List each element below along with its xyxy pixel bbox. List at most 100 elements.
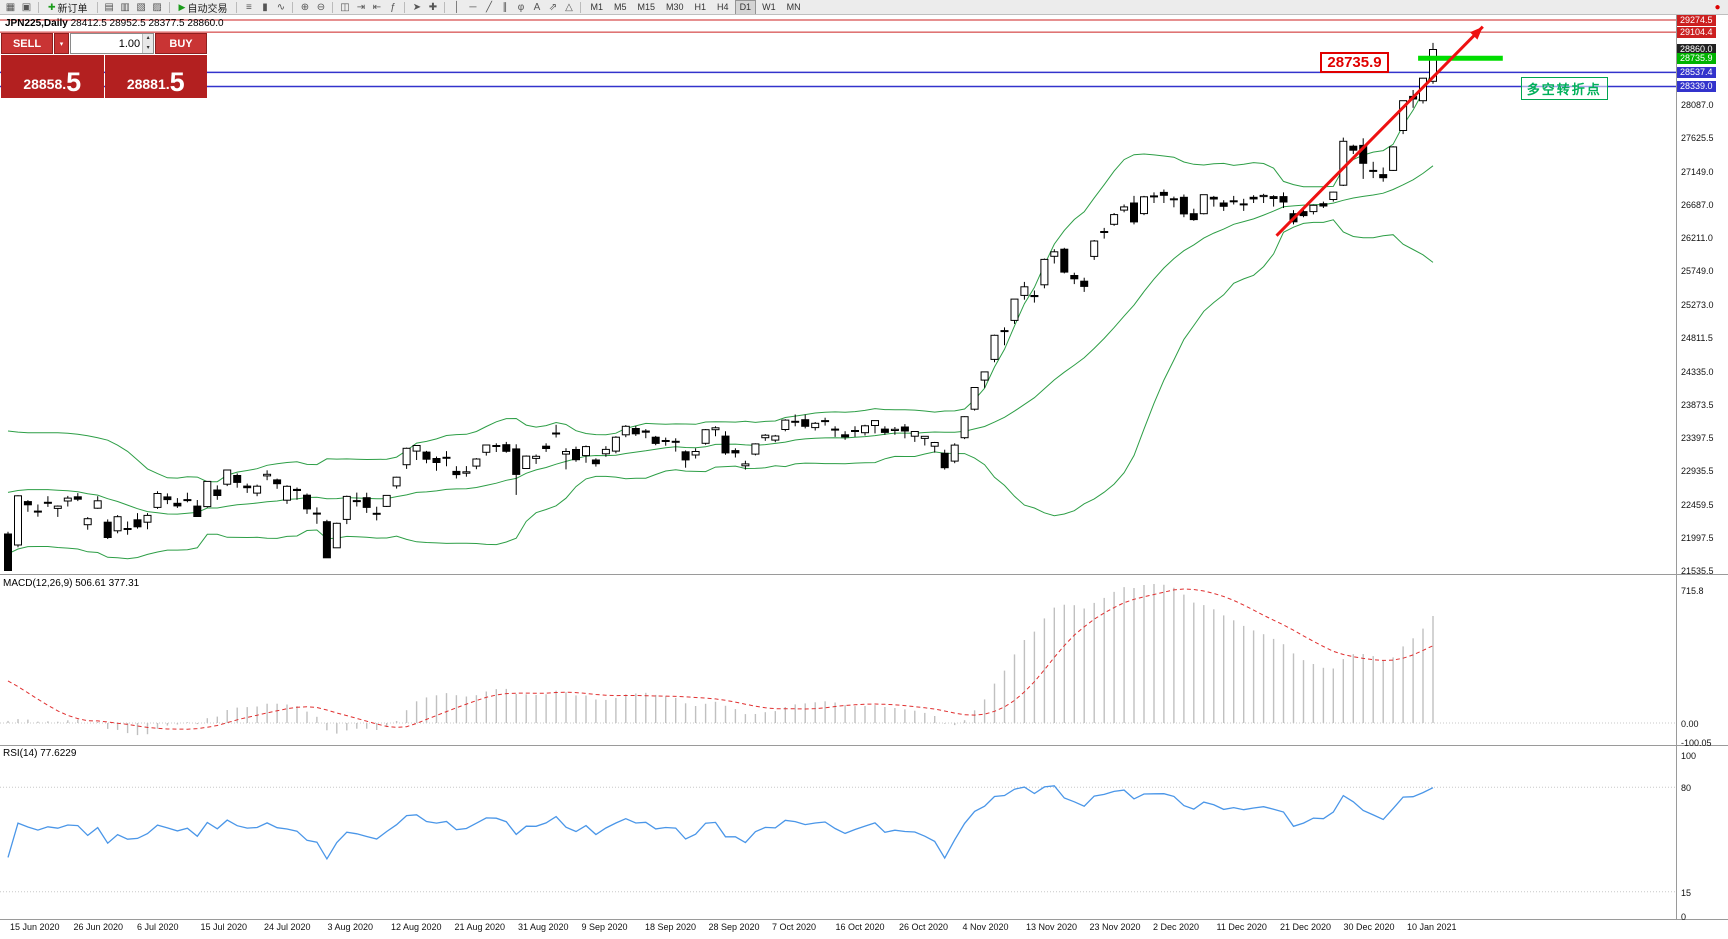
sell-button[interactable]: SELL (1, 33, 53, 54)
shapes-icon[interactable]: △ (565, 1, 573, 13)
candle-body (303, 494, 311, 510)
volume-up-icon[interactable]: ▴ (143, 34, 153, 44)
candle-body (1189, 213, 1198, 221)
date-axis-label: 9 Sep 2020 (581, 922, 628, 932)
panel-separator[interactable] (0, 919, 1728, 920)
candle-body (781, 419, 790, 431)
chart-shift-icon[interactable]: ⇤ (372, 1, 382, 13)
candle-body (103, 521, 112, 539)
toolbar-separator (332, 1, 334, 13)
candle-body (1349, 145, 1358, 151)
bars-icon[interactable]: ≡ (246, 1, 252, 13)
candle-body (851, 430, 859, 432)
buy-price-big-digit: 5 (169, 66, 185, 97)
candle-body (452, 470, 461, 476)
chart-profiles-icon[interactable]: ▤ (104, 1, 114, 13)
candle-body (1060, 248, 1069, 273)
candle-body (1429, 49, 1437, 82)
candle-body (322, 521, 331, 559)
new-order-button[interactable]: ✚ 新订单 (43, 1, 93, 15)
panel-separator[interactable] (0, 745, 1728, 746)
timeframe-h1-button[interactable]: H1 (694, 2, 707, 12)
zoom-in-icon[interactable]: ⊕ (300, 1, 310, 13)
tile-windows-icon[interactable]: ◫ (340, 1, 350, 13)
rsi-scale-label: 0 (1681, 912, 1687, 922)
candle-body (910, 431, 919, 437)
candle-body (422, 451, 431, 460)
toolbar-separator (96, 1, 98, 13)
candle-body (372, 512, 381, 515)
buy-price[interactable]: 28881. 5 (104, 55, 207, 98)
candle-body (950, 444, 959, 462)
candle-body (940, 452, 949, 469)
timeframe-m5-button[interactable]: M5 (613, 2, 627, 12)
rsi-panel[interactable] (0, 746, 1676, 919)
candle-body (930, 442, 939, 447)
main-chart[interactable] (0, 15, 1676, 574)
volume-down-icon[interactable]: ▾ (143, 43, 153, 53)
candle-body (1110, 214, 1119, 225)
price-annotation-label[interactable]: 28735.9 (1320, 51, 1389, 73)
data-window-icon[interactable]: ▧ (136, 1, 146, 13)
price-tag: 28860.0 (1677, 44, 1716, 55)
candle-body (990, 334, 999, 360)
timeframe-m1-button[interactable]: M1 (590, 2, 603, 12)
zoom-out-icon[interactable]: ⊖ (316, 1, 326, 13)
candle-body (861, 425, 869, 434)
date-scale[interactable]: 15 Jun 2020 26 Jun 2020 6 Jul 2020 15 Jul 2… (0, 920, 1676, 939)
macd-panel[interactable] (0, 576, 1676, 745)
text-icon[interactable]: A (533, 1, 541, 13)
date-axis-label: 28 Sep 2020 (708, 922, 760, 932)
trend-arrow-line[interactable] (1275, 25, 1484, 237)
candle-body (312, 512, 321, 515)
timeframe-h4-button[interactable]: H4 (717, 2, 729, 12)
candle-body (611, 436, 620, 452)
trend-arrow-head (1470, 26, 1483, 40)
candle-body (1100, 231, 1109, 233)
toolbar-separator (444, 1, 446, 13)
timeframe-m15-button[interactable]: M15 (637, 2, 656, 12)
price-axis-label: 25273.0 (1681, 300, 1714, 310)
candle-body (1319, 203, 1328, 207)
crosshair-icon[interactable]: ✚ (428, 1, 438, 13)
candle-body (283, 485, 291, 501)
price-axis-label: 26687.0 (1681, 199, 1714, 210)
channel-icon[interactable]: ∥ (502, 1, 508, 13)
timeframe-mn-button[interactable]: MN (786, 2, 801, 12)
alert-icon[interactable]: ● (1714, 1, 1721, 13)
hline-icon[interactable]: ─ (469, 1, 477, 13)
turning-point-note[interactable]: 多空转折点 (1520, 77, 1608, 101)
auto-scroll-icon[interactable]: ⇥ (356, 1, 366, 13)
candle-body (1229, 200, 1238, 203)
candles-icon[interactable]: ▮ (262, 1, 268, 13)
buy-button[interactable]: BUY (155, 33, 207, 54)
order-type-dropdown[interactable]: ▾ (54, 33, 69, 54)
timeframe-d1-button[interactable]: D1 (734, 0, 757, 14)
navigator-icon[interactable]: ▨ (152, 1, 162, 13)
candle-body (382, 494, 391, 507)
price-scale[interactable]: 28087.0 27625.5 27149.0 26687.0 26211.0 25749… (1677, 0, 1728, 939)
candle-body (1080, 280, 1089, 287)
date-axis-label: 18 Sep 2020 (645, 922, 697, 932)
toolbar-separator (168, 1, 170, 13)
sell-price[interactable]: 28858. 5 (1, 55, 104, 98)
maximize-icon[interactable]: ▣ (21, 1, 32, 13)
line-chart-icon[interactable]: ∿ (276, 1, 286, 13)
panel-separator[interactable] (0, 574, 1728, 575)
cursor-icon[interactable]: ➤ (412, 1, 422, 13)
timeframe-w1-button[interactable]: W1 (762, 2, 776, 12)
vline-icon[interactable]: │ (453, 1, 461, 13)
arrows-icon[interactable]: ⇗ (548, 1, 558, 13)
volume-input[interactable] (71, 34, 143, 53)
chart-window-icon[interactable]: ▦ (5, 1, 16, 13)
price-axis-label: 25749.0 (1681, 266, 1714, 277)
trendline-icon[interactable]: ╱ (485, 1, 492, 13)
indicators-icon[interactable]: ƒ (390, 1, 396, 13)
timeframe-m30-button[interactable]: M30 (666, 2, 684, 12)
candle-body (1399, 100, 1408, 131)
market-watch-icon[interactable]: ▥ (120, 1, 130, 13)
fibo-icon[interactable]: φ (517, 1, 525, 13)
candle-body (831, 428, 840, 431)
autotrade-button[interactable]: ▶ 自动交易 (174, 1, 233, 15)
sell-price-big-digit: 5 (66, 66, 82, 97)
